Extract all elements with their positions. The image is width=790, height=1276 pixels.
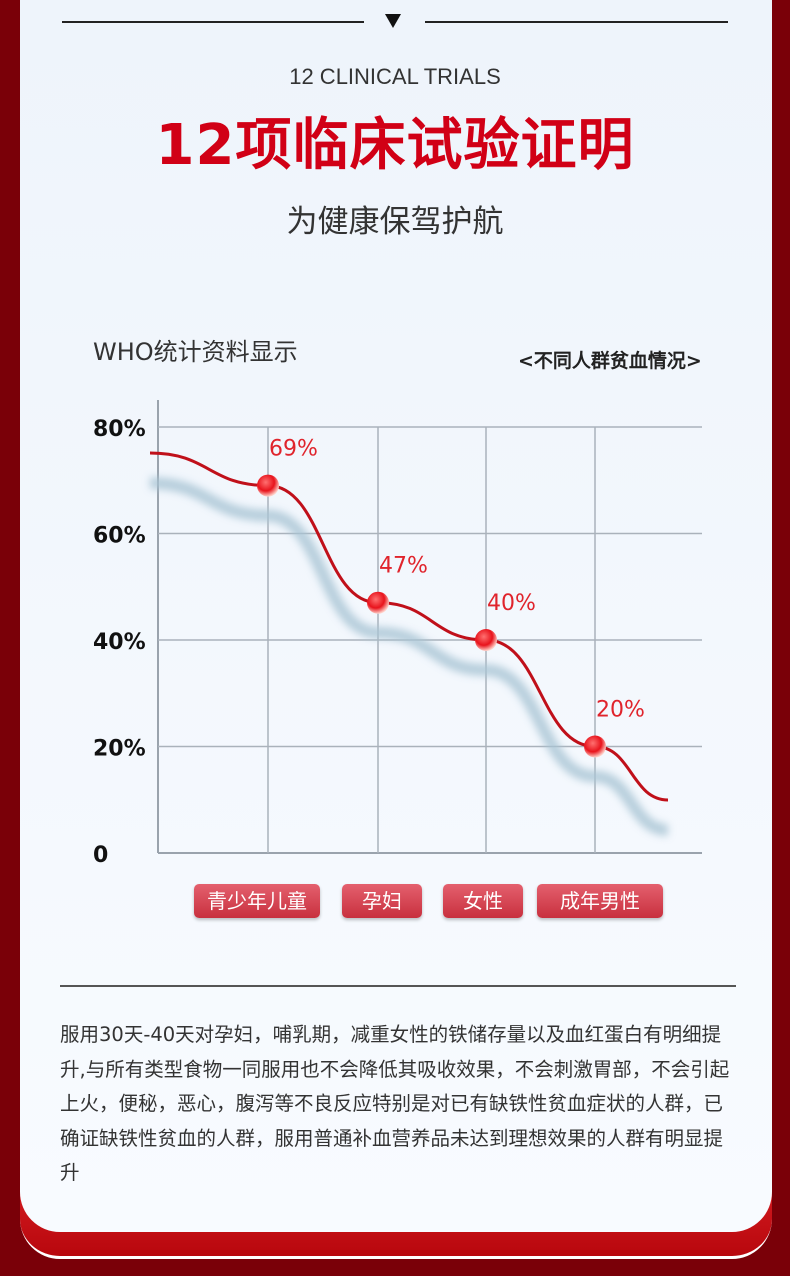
category-label: 青少年儿童 [194, 884, 320, 918]
data-point [257, 474, 279, 497]
chevron-down-icon [385, 14, 401, 28]
chart-legend: <不同人群贫血情况> [518, 350, 702, 372]
data-label: 20% [596, 698, 645, 723]
y-tick-label: 0 [93, 843, 108, 868]
y-tick-label: 40% [93, 630, 146, 655]
y-tick-label: 20% [93, 737, 146, 762]
category-label: 成年男性 [537, 884, 663, 918]
series-shadow [149, 477, 669, 836]
page-title: 12项临床试验证明 [155, 113, 635, 178]
data-label: 40% [487, 591, 536, 616]
english-subtitle: 12 CLINICAL TRIALS [289, 64, 501, 89]
data-point [475, 629, 497, 651]
category-label: 女性 [443, 884, 523, 918]
top-divider-right [425, 21, 728, 23]
line-chart: 0 20% 40% 60% 80% 69% 47% 40% 20% [93, 400, 702, 868]
tagline: 为健康保驾护航 [286, 204, 504, 240]
y-tick-label: 80% [93, 417, 146, 442]
data-label: 47% [379, 554, 428, 579]
top-divider-left [62, 21, 364, 23]
bottom-divider [60, 985, 736, 987]
y-tick-label: 60% [93, 524, 146, 549]
data-label: 69% [269, 437, 318, 462]
category-label: 孕妇 [342, 884, 422, 918]
data-point [584, 735, 606, 758]
data-point [367, 591, 389, 614]
description-text: 服用30天-40天对孕妇，哺乳期，减重女性的铁储存量以及血红蛋白有明细提升,与所… [60, 1023, 730, 1184]
content-card [20, 0, 772, 1232]
chart-title: WHO统计资料显示 [93, 338, 298, 366]
